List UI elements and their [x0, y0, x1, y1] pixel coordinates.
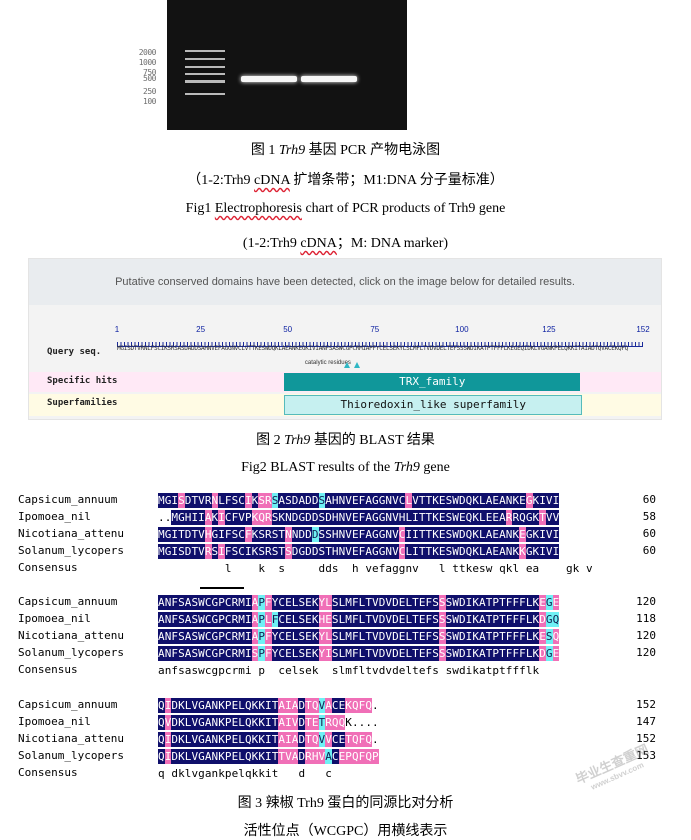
tick-label: 75: [370, 325, 380, 334]
consensus-label: Consensus: [18, 766, 78, 779]
superfamilies-label: Superfamilies: [47, 398, 118, 408]
residue-count: 120: [636, 646, 656, 659]
specific-hits-label: Specific hits: [47, 376, 118, 386]
ladder-band: [185, 80, 225, 83]
blast-header: Putative conserved domains have been det…: [29, 259, 661, 305]
tick-label: 25: [196, 325, 206, 334]
species-name: Ipomoea_nil: [18, 612, 91, 625]
ladder-label: 1000: [138, 58, 157, 67]
ladder-label: 500: [143, 74, 156, 83]
sequence-ruler: [117, 340, 643, 347]
fig1-caption: 图 1 Trh9 基因 PCR 产物电泳图: [250, 143, 441, 158]
catalytic-residues-label: catalytic residues: [304, 360, 351, 366]
species-name: Solanum_lycopers: [18, 646, 124, 659]
fig2-caption-en: Fig2 BLAST results of the Trh9 gene: [241, 460, 450, 475]
pcr-product-band-lane1: [241, 76, 297, 82]
residue-count: 120: [636, 595, 656, 608]
ladder-band: [185, 93, 225, 95]
residue-count: 60: [642, 493, 656, 506]
species-name: Nicotiana_attenu: [18, 732, 124, 745]
residue-count: 152: [636, 732, 656, 745]
catalytic-residue-marker: [354, 362, 361, 368]
trx-family-domain[interactable]: TRX_family: [284, 373, 581, 391]
species-name: Nicotiana_attenu: [18, 527, 124, 540]
tick-label: 125: [542, 325, 556, 334]
residue-count: 60: [642, 544, 656, 557]
species-name: Ipomoea_nil: [18, 715, 91, 728]
ladder-label: 100: [143, 97, 156, 106]
residue-count: 120: [636, 629, 656, 642]
residue-count: 152: [636, 698, 656, 711]
residue-count: 60: [642, 527, 656, 540]
ladder-label: 2000: [138, 48, 157, 57]
active-site-underline: [200, 587, 244, 589]
species-name: Nicotiana_attenu: [18, 629, 124, 642]
fig1-caption-en: Fig1 Electrophoresis chart of PCR produc…: [185, 201, 506, 216]
fig1-caption-en-sub: (1-2:Trh9 cDNA；M: DNA marker): [242, 236, 449, 251]
consensus-label: Consensus: [18, 663, 78, 676]
query-seq-label: Query seq.: [47, 347, 102, 357]
species-name: Ipomoea_nil: [18, 510, 91, 523]
tick-label: 100: [455, 325, 469, 334]
residue-count: 153: [636, 749, 656, 762]
ladder-band: [185, 58, 225, 60]
catalytic-residue-marker: [343, 362, 350, 368]
fig2-caption: 图 2 Trh9 基因的 BLAST 结果: [256, 433, 435, 448]
ladder-band: [185, 66, 225, 68]
consensus-label: Consensus: [18, 561, 78, 574]
species-name: Capsicum_annuum: [18, 595, 118, 608]
fig3-caption: 图 3 辣椒 Trh9 蛋白的同源比对分析: [237, 796, 454, 811]
ladder-band: [185, 73, 225, 75]
fig1-caption-sub: （1-2:Trh9 cDNA 扩增条带；M1:DNA 分子量标准）: [187, 173, 504, 188]
species-name: Capsicum_annuum: [18, 493, 118, 506]
ladder-label: 250: [143, 87, 156, 96]
thioredoxin-superfamily-domain[interactable]: Thioredoxin_like superfamily: [284, 395, 583, 415]
pcr-product-band-lane2: [301, 76, 357, 82]
watermark: 毕业生查重网 www.sbvv.com: [553, 730, 687, 834]
query-sequence: MGISDTVRNLFSCIKSRSASDADDSAHNVEFAGGNVCLVT…: [117, 345, 629, 352]
residue-count: 118: [636, 612, 656, 625]
fig3-caption-2: 活性位点（WCGPC）用横线表示: [243, 824, 448, 839]
tick-label: 1: [114, 325, 120, 334]
tick-label: 152: [636, 325, 650, 334]
species-name: Capsicum_annuum: [18, 698, 118, 711]
residue-count: 147: [636, 715, 656, 728]
blast-cdd-result[interactable]: Putative conserved domains have been det…: [28, 258, 662, 420]
residue-count: 58: [642, 510, 656, 523]
ladder-band: [185, 50, 225, 52]
ladder-label: 750: [143, 68, 156, 77]
tick-label: 50: [283, 325, 293, 334]
species-name: Solanum_lycopers: [18, 544, 124, 557]
gel-electrophoresis-image: [167, 0, 407, 130]
species-name: Solanum_lycopers: [18, 749, 124, 762]
